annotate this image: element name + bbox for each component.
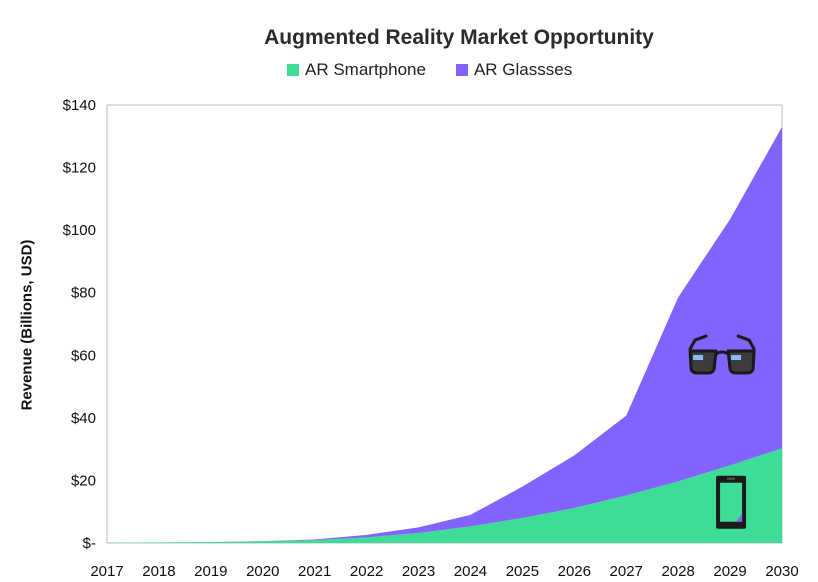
x-tick-label: 2027 — [610, 563, 643, 580]
area-series-group — [107, 126, 782, 543]
x-tick-label: 2018 — [142, 563, 175, 580]
x-tick-label: 2019 — [194, 563, 227, 580]
chart-title: Augmented Reality Market Opportunity — [264, 26, 654, 49]
x-tick-label: 2029 — [713, 563, 746, 580]
area-series-ar-smartphone — [107, 448, 782, 543]
legend-swatch-glasses — [455, 64, 468, 76]
y-tick-label: $80 — [71, 285, 96, 302]
y-tick-label: $- — [83, 535, 96, 552]
x-tick-label: 2024 — [454, 563, 487, 580]
legend-swatch-smartphone — [287, 64, 299, 76]
smartphone-icon — [716, 475, 747, 529]
x-tick-label: 2017 — [90, 563, 123, 580]
y-tick-labels: $- $20 $40 $60 $80 $100 $120 $140 — [63, 97, 96, 552]
y-tick-label: $100 — [63, 222, 96, 239]
legend-label-smartphone: AR Smartphone — [305, 60, 426, 79]
legend: AR Smartphone AR Glassses — [287, 60, 602, 80]
x-tick-labels: 2017 2018 2019 2020 2021 2022 2023 2024 2025 2026… — [90, 563, 798, 580]
x-tick-label: 2021 — [298, 563, 331, 580]
x-tick-label: 2022 — [350, 563, 383, 580]
area-series-ar-glasses — [107, 126, 782, 543]
x-tick-label: 2026 — [558, 563, 591, 580]
glasses-icon — [688, 334, 756, 375]
y-tick-label: $40 — [71, 410, 96, 427]
y-tick-label: $140 — [63, 97, 96, 114]
y-tick-label: $20 — [71, 472, 96, 489]
x-tick-label: 2020 — [246, 563, 279, 580]
legend-label-glasses: AR Glassses — [473, 60, 573, 79]
x-tick-label: 2030 — [765, 563, 798, 580]
x-tick-label: 2023 — [402, 563, 435, 580]
legend-item-smartphone: AR Smartphone — [287, 60, 426, 80]
x-tick-label: 2028 — [661, 563, 694, 580]
x-tick-label: 2025 — [506, 563, 539, 580]
y-tick-label: $60 — [71, 347, 96, 364]
legend-item-glasses: AR Glassses — [455, 60, 573, 80]
y-tick-label: $120 — [63, 160, 96, 177]
